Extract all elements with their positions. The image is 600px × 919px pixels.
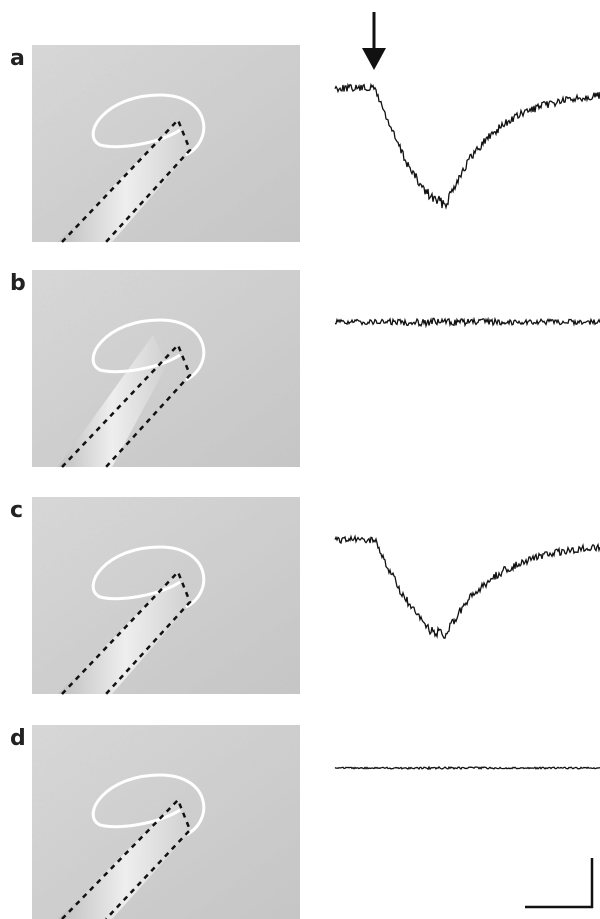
- panel-label: a: [10, 46, 25, 71]
- micrograph: [32, 270, 300, 467]
- cell-outline: [91, 545, 206, 609]
- cell-outline: [91, 93, 206, 157]
- panel: d: [10, 725, 600, 919]
- panel: b: [10, 270, 600, 468]
- scale-bar: [525, 858, 594, 909]
- trace: [334, 82, 600, 210]
- pipette-outline: [61, 342, 192, 468]
- panel-label: d: [10, 726, 26, 751]
- arrow: [362, 12, 386, 70]
- cell-outline: [91, 318, 206, 382]
- panel: c: [10, 497, 600, 695]
- trace: [335, 316, 600, 329]
- pipette-outline: [61, 797, 192, 919]
- panels: a b c d: [10, 45, 600, 919]
- panel-label: c: [10, 498, 23, 523]
- pipette-outline: [61, 569, 192, 695]
- panel-label: b: [10, 271, 26, 296]
- trace: [334, 534, 600, 639]
- cell-outline: [91, 773, 206, 837]
- pipette-outline: [61, 117, 192, 243]
- trace: [334, 765, 600, 771]
- panel: a: [10, 45, 600, 243]
